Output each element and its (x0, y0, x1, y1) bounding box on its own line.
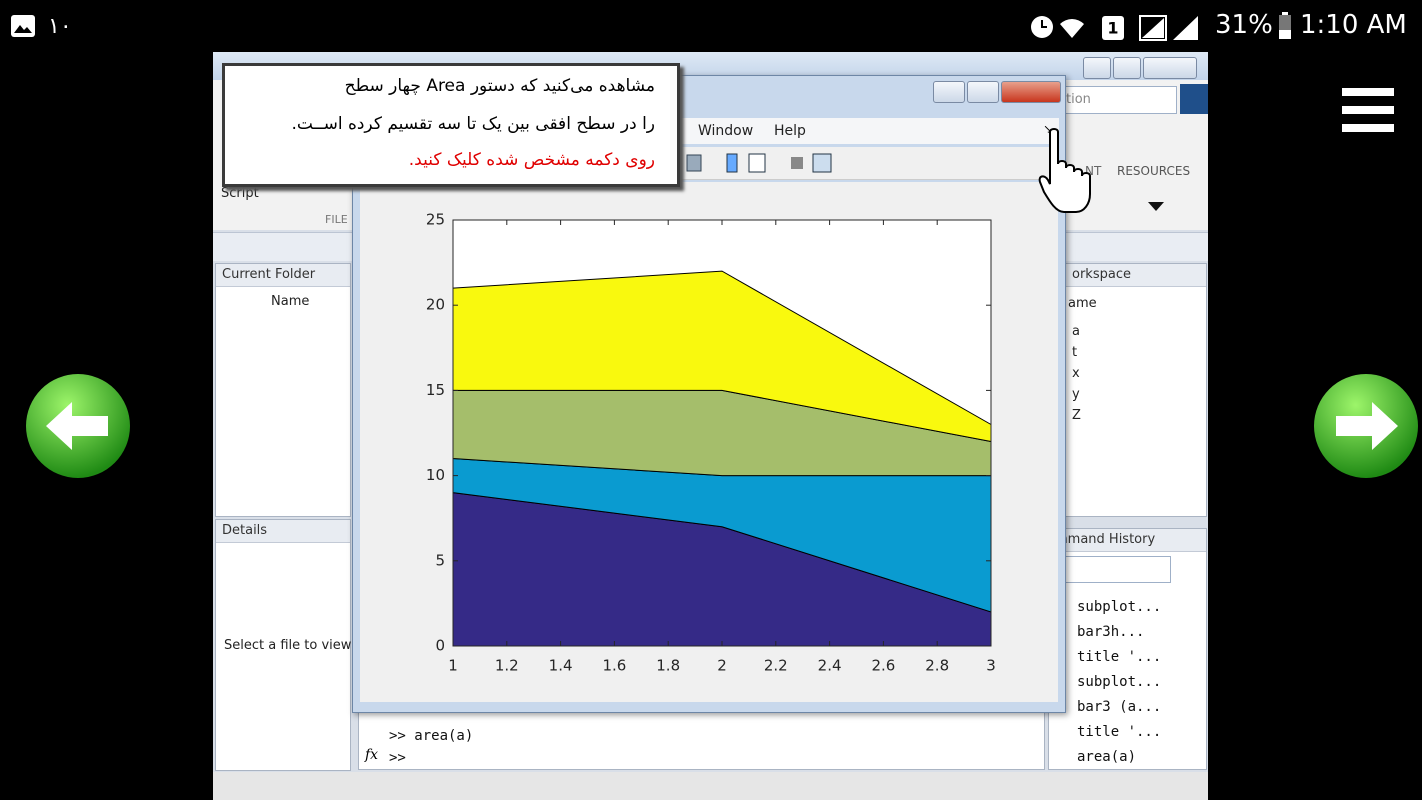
status-icons: 1 (1031, 15, 1198, 41)
x-tick-label: 2.6 (871, 657, 895, 675)
x-tick-label: 2.8 (925, 657, 949, 675)
x-tick-label: 1.2 (495, 657, 519, 675)
command-line: >> area(a) (389, 728, 474, 744)
y-tick-label: 20 (426, 296, 445, 314)
plot-area: 0 5 10 15 20 25 1 1.2 1.4 1.6 1.8 2 2.2 2.4 2.6 2.8 3 (360, 182, 1058, 702)
x-tick-label: 3 (986, 657, 996, 675)
panel-header: Details (216, 520, 350, 543)
variable-name: x (1072, 366, 1080, 381)
maximize[interactable] (1113, 57, 1141, 79)
x-tick-label: 2.4 (818, 657, 842, 675)
minimize[interactable] (1083, 57, 1111, 79)
current-folder-panel: Current Folder Name (215, 263, 351, 517)
details-message: Select a file to view (224, 638, 352, 653)
x-tick-label: 1.8 (656, 657, 680, 675)
section-label: FILE (325, 213, 348, 226)
minimize[interactable] (933, 81, 965, 103)
maximize[interactable] (967, 81, 999, 103)
tutorial-tooltip: مشاهده می‌کنید که دستور Area چهار سطح را… (222, 63, 680, 187)
x-tick-label: 2.2 (764, 657, 788, 675)
search-text: tion (1066, 92, 1091, 107)
panel-header: Current Folder (216, 264, 350, 287)
history-search[interactable] (1065, 556, 1171, 583)
history-item: subplot... (1077, 599, 1162, 615)
history-item: title '... (1077, 649, 1162, 665)
clock: 1:10 AM (1300, 10, 1407, 40)
notification-count: ۱۰ (48, 14, 72, 39)
hand-cursor (1038, 128, 1091, 213)
history-item: title '... (1077, 724, 1162, 740)
variable-name: a (1072, 324, 1080, 339)
y-tick-label: 0 (435, 637, 445, 655)
toolbar-icons[interactable] (679, 151, 879, 175)
resources-label[interactable]: RESOURCES (1117, 164, 1191, 178)
svg-text:1: 1 (1107, 19, 1118, 38)
variable-name: t (1072, 345, 1078, 360)
panel-header: mmand History (1049, 529, 1206, 552)
collapse-strip[interactable] (1180, 84, 1208, 114)
y-tick-label: 15 (426, 381, 445, 399)
fx-button[interactable]: fx (365, 747, 379, 763)
menu-item[interactable]: Window (698, 123, 754, 139)
details-panel: Details Select a file to view (215, 519, 351, 771)
variable-name: y (1072, 387, 1080, 402)
variable-name: Z (1072, 408, 1081, 423)
history-item: bar3h... (1077, 624, 1145, 640)
history-item: area(a) (1077, 749, 1137, 765)
search-box[interactable]: tion (1065, 86, 1177, 114)
menu-item[interactable]: Help (774, 123, 806, 139)
battery-level: 31% (1215, 10, 1273, 40)
status-bar (213, 772, 1208, 800)
x-tick-label: 1.4 (549, 657, 573, 675)
column-header[interactable]: ame (1068, 296, 1097, 311)
history-item: bar3 (a... (1077, 699, 1162, 715)
tooltip-line: را در سطح افقی بین یک تا سه تقسیم کرده ا… (291, 114, 655, 134)
history-item: subplot... (1077, 674, 1162, 690)
tooltip-line: مشاهده می‌کنید که دستور Area چهار سطح (344, 76, 655, 96)
x-tick-label: 1 (448, 657, 458, 675)
dock-button[interactable]: ↘ (1043, 122, 1054, 136)
previous-button[interactable] (24, 372, 132, 480)
tooltip-highlight: روی دکمه مشخص شده کلیک کنید. (408, 150, 655, 170)
menu-button[interactable] (1342, 88, 1394, 132)
gallery-icon (11, 15, 35, 37)
command-history-panel: mmand History subplot... bar3h... title '.… (1048, 528, 1207, 770)
x-tick-label: 1.6 (602, 657, 626, 675)
x-tick-label: 2 (717, 657, 727, 675)
command-prompt[interactable]: >> (389, 750, 406, 766)
battery-icon (1279, 12, 1291, 39)
y-tick-label: 25 (426, 211, 445, 229)
dropdown-arrow (1148, 202, 1164, 211)
close[interactable] (1143, 57, 1197, 79)
close[interactable] (1001, 81, 1061, 103)
panel-header: orkspace (1066, 264, 1206, 287)
y-tick-label: 10 (426, 466, 445, 484)
y-tick-label: 5 (435, 551, 445, 569)
new-script[interactable]: Script (221, 186, 259, 201)
next-button[interactable] (1312, 372, 1420, 480)
column-header[interactable]: Name (271, 294, 310, 309)
